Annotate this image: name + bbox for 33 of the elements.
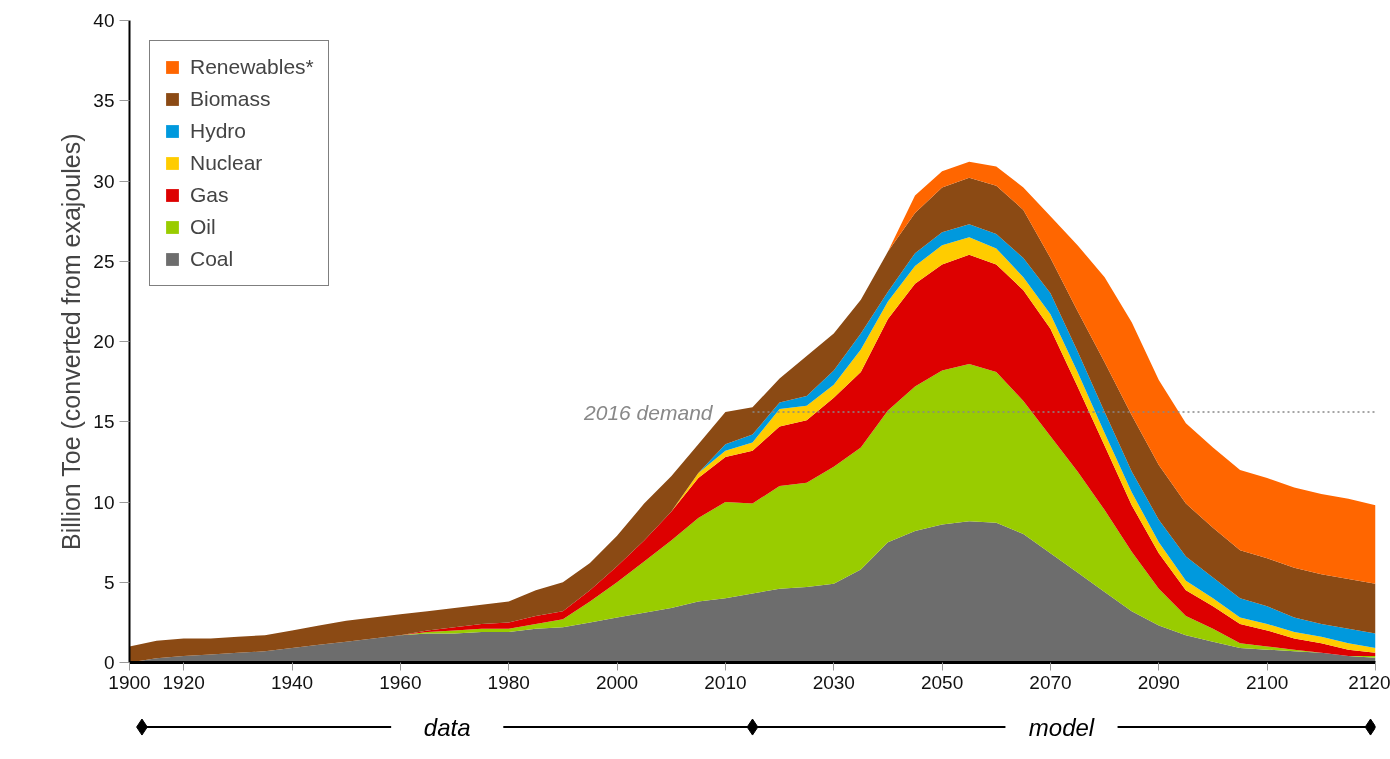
y-tick-label: 15 [93,411,115,433]
y-tick-label: 30 [93,170,115,192]
x-tick-label: 2010 [704,671,747,693]
x-tick-label: 2090 [1137,671,1180,693]
y-tick-label: 20 [93,331,115,352]
x-tick-label: 2120 [1348,671,1390,693]
x-tick-label: 2070 [1029,671,1072,693]
y-tick-label: 25 [93,250,115,272]
y-tick-label: 40 [93,10,115,31]
text: model [1028,713,1095,741]
x-tick-label: 1900 [108,671,151,693]
y-tick-label: 5 [103,571,115,593]
y-tick-label: 0 [103,652,115,673]
legend-label: Gas [190,183,229,207]
x-tick-label: 1960 [379,671,422,693]
y-tick-label: 10 [93,491,115,513]
x-tick-label: 2000 [595,671,639,693]
legend-label: Renewables* [190,55,314,79]
legend-label: Oil [190,215,216,239]
text: data [423,713,471,741]
x-tick-label: 2050 [920,671,964,693]
x-tick-label: 2100 [1246,671,1289,693]
legend-label: Biomass [190,87,271,111]
x-tick-label: 1940 [270,671,314,693]
legend-label: Hydro [190,119,247,143]
legend-label: Nuclear [190,151,263,175]
y-tick-label: 35 [93,90,115,112]
x-tick-label: 1920 [162,671,205,693]
x-tick-label: 1980 [487,671,530,693]
legend-label: Coal [190,247,234,271]
y-axis-title: Billion Toe (converted from exajoules) [57,133,86,550]
x-tick-label: 2030 [812,671,855,693]
ref-line-label: 2016 demand [583,400,714,424]
